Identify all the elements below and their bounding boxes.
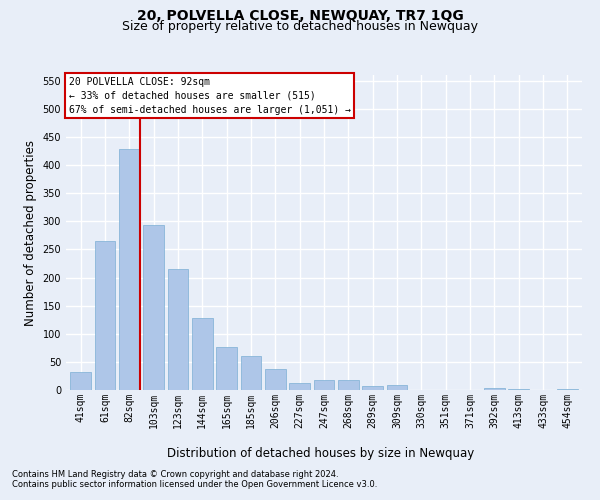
Bar: [508, 389, 529, 390]
Bar: [70, 372, 91, 390]
Bar: [362, 386, 383, 390]
Text: Size of property relative to detached houses in Newquay: Size of property relative to detached ho…: [122, 20, 478, 33]
Bar: [314, 380, 334, 390]
Bar: [192, 318, 212, 390]
Bar: [338, 380, 359, 390]
Text: Contains public sector information licensed under the Open Government Licence v3: Contains public sector information licen…: [12, 480, 377, 489]
Bar: [265, 368, 286, 390]
Bar: [95, 241, 115, 390]
Bar: [143, 225, 164, 390]
Bar: [119, 149, 140, 390]
Bar: [216, 346, 237, 390]
Text: 20 POLVELLA CLOSE: 92sqm
← 33% of detached houses are smaller (515)
67% of semi-: 20 POLVELLA CLOSE: 92sqm ← 33% of detach…: [68, 76, 350, 114]
Text: Contains HM Land Registry data © Crown copyright and database right 2024.: Contains HM Land Registry data © Crown c…: [12, 470, 338, 479]
Text: 20, POLVELLA CLOSE, NEWQUAY, TR7 1QG: 20, POLVELLA CLOSE, NEWQUAY, TR7 1QG: [137, 9, 463, 23]
Bar: [289, 383, 310, 390]
Bar: [484, 388, 505, 390]
Bar: [241, 356, 262, 390]
Bar: [167, 269, 188, 390]
Y-axis label: Number of detached properties: Number of detached properties: [24, 140, 37, 326]
Bar: [386, 385, 407, 390]
Bar: [557, 389, 578, 390]
Text: Distribution of detached houses by size in Newquay: Distribution of detached houses by size …: [167, 448, 475, 460]
